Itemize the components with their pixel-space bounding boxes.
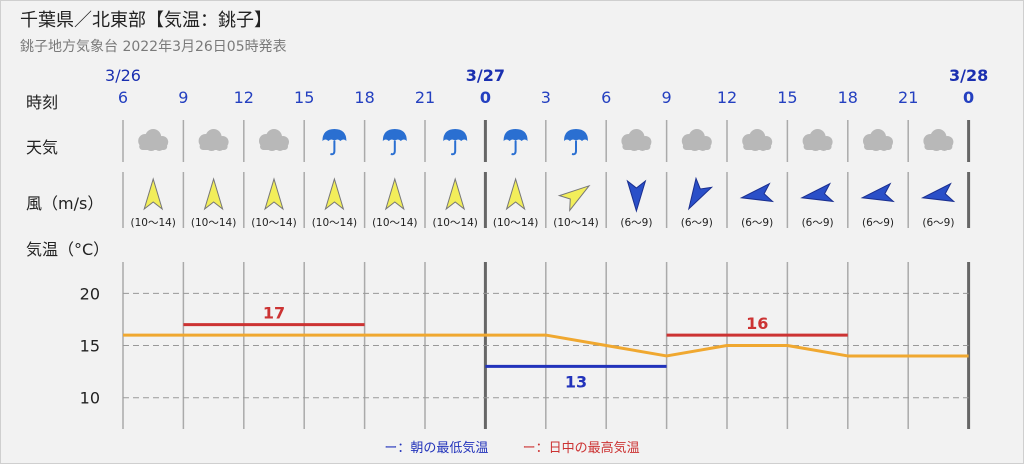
hour-label: 6: [118, 88, 128, 107]
wind-speed: (10～14): [432, 217, 477, 229]
cloud-icon: [863, 129, 893, 151]
cloud-icon: [259, 129, 289, 151]
hour-label: 15: [294, 88, 314, 107]
wind-speed: (6～9): [802, 217, 834, 229]
wind-speed: (6～9): [620, 217, 652, 229]
wind-arrow-icon: [860, 182, 895, 203]
temp-row-label: 気温（°C）: [26, 240, 110, 259]
wind-arrow-icon: [505, 177, 526, 211]
wind-arrow-icon: [143, 177, 164, 211]
date-label: 3/26: [105, 66, 141, 85]
wind-arrow-icon: [626, 179, 647, 213]
time-row-label: 時刻: [26, 93, 59, 112]
hour-label: 6: [601, 88, 611, 107]
legend-min-temp: ー：朝の最低気温: [384, 441, 489, 456]
wind-arrow-icon: [687, 176, 714, 211]
hour-label: 9: [662, 88, 672, 107]
wind-arrow-icon: [203, 177, 224, 211]
cloud-icon: [138, 129, 169, 151]
max-temp-label: 16: [746, 314, 768, 333]
hour-label: 0: [480, 88, 491, 107]
min-temp-label: 13: [565, 372, 587, 391]
wind-speed: (6～9): [681, 217, 713, 229]
cloud-icon: [198, 129, 229, 151]
page-title: 千葉県／北東部【気温：銚子】: [20, 10, 272, 31]
hour-label: 21: [415, 88, 435, 107]
umbrella-icon: [564, 129, 588, 156]
wind-arrow-icon: [739, 182, 775, 203]
wind-arrow-icon: [324, 177, 345, 211]
cloud-icon: [802, 129, 833, 151]
temperature-line: [123, 333, 969, 358]
umbrella-icon: [443, 129, 468, 156]
y-tick-label: 15: [80, 337, 100, 356]
wind-arrow-icon: [445, 177, 466, 211]
date-label: 3/27: [466, 66, 505, 85]
y-tick-label: 10: [80, 389, 100, 408]
wind-arrow-icon: [557, 184, 591, 212]
wind-speed: (6～9): [741, 217, 773, 229]
hour-label: 18: [838, 88, 858, 107]
umbrella-icon: [382, 129, 407, 156]
cloud-icon: [621, 129, 652, 151]
y-tick-label: 20: [80, 284, 100, 303]
legend-max-temp: ー：日中の最高気温: [522, 441, 640, 456]
hour-label: 15: [777, 88, 797, 107]
wind-speed: (10～14): [191, 217, 236, 229]
umbrella-icon: [503, 129, 528, 156]
wind-speed: (10～14): [372, 217, 417, 229]
hour-label: 0: [963, 88, 974, 107]
hour-label: 12: [717, 88, 737, 107]
cloud-icon: [681, 129, 712, 151]
wind-speed: (6～9): [862, 217, 894, 229]
hour-label: 9: [178, 88, 188, 107]
wind-speed: (10～14): [130, 217, 175, 229]
date-label: 3/28: [949, 66, 988, 85]
wind-arrow-icon: [920, 182, 956, 203]
umbrella-icon: [322, 129, 347, 156]
wind-speed: (6～9): [922, 217, 954, 229]
wind-arrow-icon: [800, 182, 835, 203]
wind-speed: (10～14): [312, 217, 357, 229]
wind-arrow-icon: [384, 177, 405, 211]
wind-speed: (10～14): [493, 217, 538, 229]
wind-row-label: 風（m/s）: [26, 194, 104, 213]
legend: ー：朝の最低気温 ー：日中の最高気温: [0, 437, 1024, 456]
hour-label: 12: [234, 88, 254, 107]
cloud-icon: [923, 129, 954, 151]
weather-row-label: 天気: [26, 138, 59, 157]
max-temp-label: 17: [263, 304, 285, 323]
hour-label: 3: [541, 88, 551, 107]
hour-label: 21: [898, 88, 918, 107]
wind-arrow-icon: [264, 177, 284, 211]
cloud-icon: [742, 129, 773, 151]
issued-info: 銚子地方気象台 2022年3月26日05時発表: [20, 39, 287, 55]
hour-label: 18: [354, 88, 374, 107]
wind-speed: (10～14): [553, 217, 598, 229]
wind-speed: (10～14): [251, 217, 296, 229]
